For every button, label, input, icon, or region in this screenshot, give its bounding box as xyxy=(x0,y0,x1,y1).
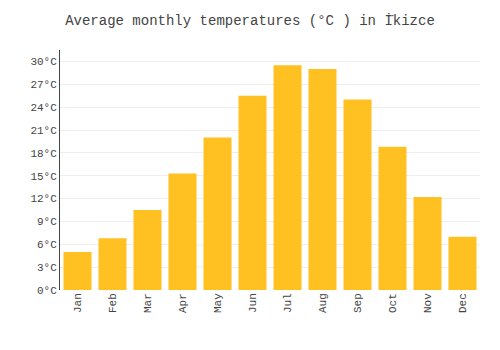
svg-text:Average monthly temperatures (: Average monthly temperatures (°C ) in İ̇… xyxy=(65,12,435,29)
svg-text:6°C: 6°C xyxy=(37,239,57,251)
svg-text:21°C: 21°C xyxy=(30,125,57,137)
svg-text:Jun: Jun xyxy=(247,293,259,313)
svg-text:Nov: Nov xyxy=(422,293,434,313)
svg-text:Mar: Mar xyxy=(142,293,154,313)
svg-text:24°C: 24°C xyxy=(30,102,57,114)
svg-text:12°C: 12°C xyxy=(30,193,57,205)
svg-text:Oct: Oct xyxy=(387,293,399,313)
svg-text:Sep: Sep xyxy=(352,293,364,313)
svg-text:Apr: Apr xyxy=(177,293,189,313)
svg-text:27°C: 27°C xyxy=(30,79,57,91)
svg-text:3°C: 3°C xyxy=(37,262,57,274)
svg-text:May: May xyxy=(212,293,224,313)
svg-text:15°C: 15°C xyxy=(30,171,57,183)
svg-text:Feb: Feb xyxy=(107,293,119,313)
svg-text:Jul: Jul xyxy=(282,293,294,313)
svg-text:9°C: 9°C xyxy=(37,216,57,228)
svg-text:0°C: 0°C xyxy=(37,285,57,297)
svg-text:Aug: Aug xyxy=(317,293,329,313)
svg-text:Dec: Dec xyxy=(457,293,469,313)
svg-text:Jan: Jan xyxy=(72,293,84,313)
svg-text:30°C: 30°C xyxy=(30,56,57,68)
svg-text:18°C: 18°C xyxy=(30,148,57,160)
